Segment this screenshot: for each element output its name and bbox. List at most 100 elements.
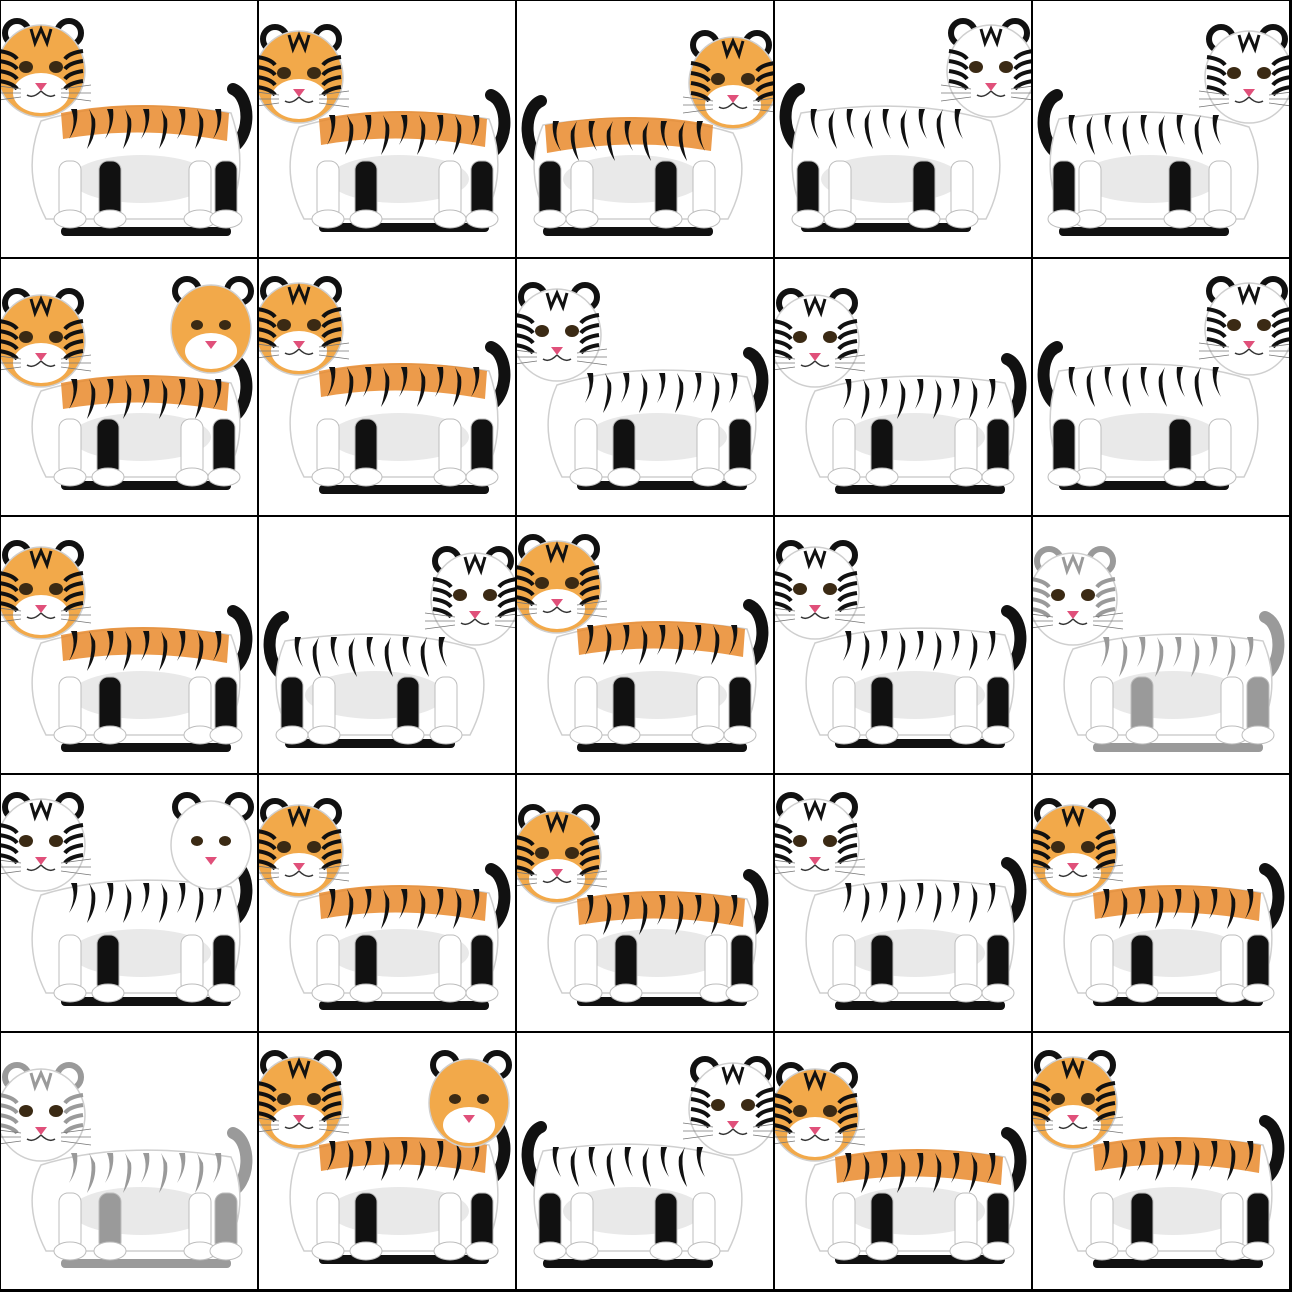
body-stripe (843, 379, 852, 409)
body-stripe (711, 373, 720, 413)
body-stripe (1194, 367, 1203, 407)
mouth (542, 606, 572, 614)
face-stripe (321, 1101, 342, 1113)
whisker (1, 859, 22, 864)
body-stripe (435, 115, 444, 145)
eye (49, 835, 63, 847)
face-stripe (497, 577, 515, 589)
eye (711, 1099, 725, 1111)
paw (311, 1241, 345, 1261)
grid-tile-tiger-prowling-white-head-left (775, 517, 1031, 773)
whisker (775, 618, 796, 623)
body-stripe (327, 367, 336, 397)
whisker (940, 96, 972, 102)
face-stripe (579, 575, 600, 587)
paw (725, 983, 759, 1003)
ground-shadow (61, 1259, 231, 1268)
orange-back (577, 891, 745, 927)
body-stripe (471, 1141, 480, 1171)
body-stripe (987, 1153, 996, 1183)
mouth (26, 1134, 56, 1142)
grid-tile-tiger-standing-white-head-left-2 (775, 259, 1031, 515)
face-stripe (579, 333, 600, 345)
body-stripe (213, 883, 222, 913)
orange-back (319, 111, 487, 147)
paw (207, 983, 241, 1003)
tiger-figure (517, 534, 769, 752)
paw (53, 209, 87, 229)
face-stripe (1, 571, 19, 583)
paw (981, 1241, 1015, 1261)
body-stripe (1119, 889, 1128, 929)
eye (1081, 1093, 1095, 1105)
forehead-stripe (287, 805, 311, 828)
body-stripe (195, 379, 204, 419)
orange-back (319, 363, 487, 399)
body-stripe (552, 1147, 561, 1177)
body-stripe (1245, 889, 1254, 919)
body-stripe (345, 1141, 354, 1181)
tiger-illustration (1, 18, 253, 236)
face-stripe (690, 81, 711, 93)
whisker (834, 354, 866, 360)
tiger-figure (1, 792, 254, 1006)
body-stripe (621, 625, 630, 655)
orange-back (319, 1137, 487, 1173)
whisker (318, 102, 350, 108)
paw (307, 725, 341, 745)
body-stripe (987, 883, 996, 913)
body-stripe (1137, 1141, 1146, 1171)
grid-tile-tiger-lying-orange-head-left-tail-up (517, 775, 773, 1031)
paw (865, 467, 899, 487)
face-stripe (579, 323, 600, 335)
body-stripe (1245, 1141, 1254, 1171)
whisker (1, 618, 22, 623)
body-stripe (915, 379, 924, 409)
eye (793, 583, 807, 595)
body-stripe (69, 883, 78, 913)
face-stripe (1271, 75, 1289, 87)
face-stripe (1095, 597, 1116, 609)
face-stripe (1, 581, 19, 593)
body-stripe (1068, 367, 1077, 397)
ground-shadow (61, 743, 231, 752)
paw (949, 1241, 983, 1261)
body-stripe (105, 109, 114, 139)
forehead-stripe (803, 547, 827, 570)
muzzle (1045, 1105, 1101, 1145)
tiger-illustration (521, 1056, 773, 1268)
body-stripe (951, 631, 960, 661)
face-stripe (1095, 829, 1116, 841)
eye (1051, 841, 1065, 853)
orange-back (577, 621, 745, 657)
whisker (1198, 342, 1230, 348)
paw (465, 1241, 499, 1261)
face-stripe (775, 581, 793, 593)
mouth (542, 876, 572, 884)
whisker (517, 612, 538, 617)
face-stripe (1, 823, 19, 835)
face-stripe (775, 1103, 793, 1115)
paw (1085, 725, 1119, 745)
face-stripe (837, 833, 858, 845)
face-stripe (1, 833, 19, 845)
face-stripe (1095, 839, 1116, 851)
eye (1081, 841, 1095, 853)
whisker (259, 354, 280, 359)
body-stripe (1227, 637, 1236, 677)
body-stripe (879, 1153, 888, 1183)
face-stripe (690, 1097, 711, 1109)
forehead-stripe (29, 1069, 53, 1092)
body-stripe (159, 379, 168, 419)
face-stripe (579, 845, 600, 857)
whisker (60, 618, 92, 624)
body-stripe (588, 121, 597, 151)
paw (827, 467, 861, 487)
face-stripe (63, 319, 84, 331)
body-stripe (123, 379, 132, 419)
body-stripe (381, 1141, 390, 1181)
mouth (26, 90, 56, 98)
face-stripe (837, 571, 858, 583)
tiger-illustration (521, 30, 773, 236)
whisker (1268, 343, 1289, 348)
